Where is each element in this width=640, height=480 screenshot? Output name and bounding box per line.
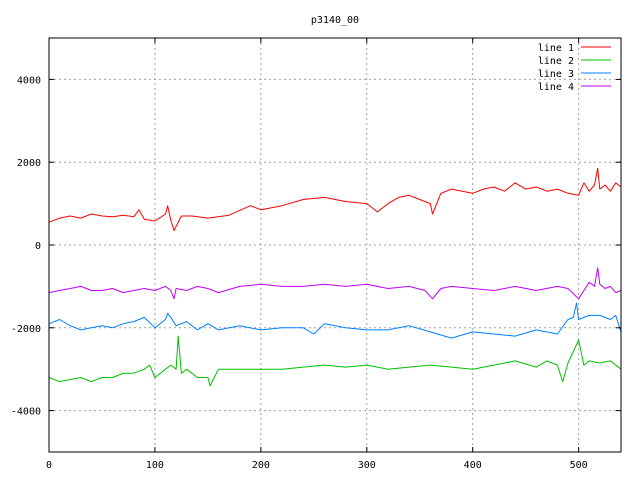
legend-label: line 4: [538, 82, 574, 93]
axis-ticks: 0 100 200 300 400 500 -4000 -2000 0 2000 4000: [11, 38, 621, 471]
series-line-4: [48, 267, 622, 300]
y-tick-label: -2000: [11, 324, 41, 335]
x-tick-label: 100: [146, 460, 164, 471]
y-tick-label: 2000: [17, 158, 41, 169]
x-tick-label: 500: [570, 460, 588, 471]
chart-title: p3140_00: [311, 15, 359, 26]
grid: [49, 38, 621, 452]
legend-label: line 3: [538, 69, 574, 80]
y-tick-label: 4000: [17, 75, 41, 86]
y-tick-label: 0: [35, 241, 41, 252]
legend: line 1 line 2 line 3 line 4: [538, 43, 611, 93]
x-tick-label: 200: [252, 460, 270, 471]
legend-label: line 1: [538, 43, 574, 54]
series-line-3: [48, 302, 622, 339]
x-tick-label: 300: [358, 460, 376, 471]
legend-label: line 2: [538, 56, 574, 67]
x-tick-label: 400: [464, 460, 482, 471]
y-tick-label: -4000: [11, 407, 41, 418]
series-line-1: [48, 167, 622, 231]
x-tick-label: 0: [46, 460, 52, 471]
series-line-2: [48, 335, 622, 387]
series-lines: [48, 167, 622, 387]
